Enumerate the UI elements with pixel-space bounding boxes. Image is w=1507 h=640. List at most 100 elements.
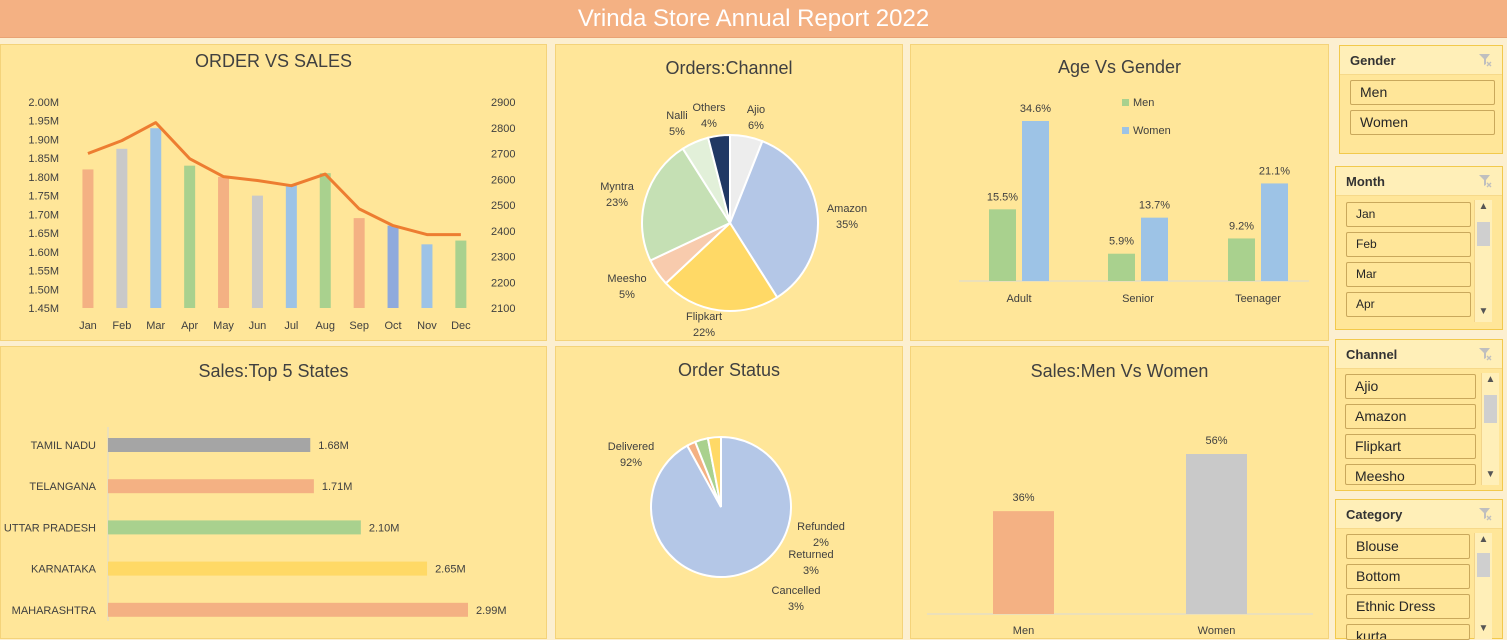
x-axis-tick-label: Jan: [79, 320, 97, 332]
sales-bar: [455, 240, 467, 308]
chevron-down-icon[interactable]: ▼: [1478, 306, 1489, 317]
slice-label: Meesho: [607, 273, 646, 285]
age-gender-bar: [1108, 253, 1135, 281]
scroll-thumb[interactable]: [1477, 222, 1490, 246]
slicer-item-amazon[interactable]: Amazon: [1345, 404, 1476, 429]
age-gender-bar: [1261, 183, 1288, 281]
chevron-up-icon[interactable]: ▲: [1485, 374, 1496, 385]
order-status-panel: Order Status Delivered 92% Refunded 2% Retur…: [555, 346, 903, 639]
chevron-down-icon[interactable]: ▼: [1485, 469, 1496, 480]
slicer-item-bottom[interactable]: Bottom: [1346, 564, 1470, 589]
x-axis-tick-label: May: [213, 320, 234, 332]
slicer-item-apr[interactable]: Apr: [1346, 292, 1471, 317]
slice-label: Amazon: [827, 203, 867, 215]
slicer-item-ajio[interactable]: Ajio: [1345, 374, 1476, 399]
top-states-chart: TAMIL NADU 1.68M TELANGANA 1.71M UTTAR PRADE…: [4, 427, 507, 621]
age-gender-bar: [1141, 217, 1168, 281]
slicer-title: Month: [1346, 174, 1385, 189]
right-axis-tick-label: 2700: [491, 149, 515, 161]
x-axis-tick-label: Teenager: [1235, 293, 1281, 305]
scroll-thumb[interactable]: [1484, 395, 1497, 423]
bar-data-label: 9.2%: [1229, 220, 1254, 232]
chart-title: ORDER VS SALES: [194, 51, 353, 71]
slicer-item-women[interactable]: Women: [1350, 110, 1495, 135]
category-scrollbar[interactable]: ▲ ▼: [1474, 533, 1492, 639]
sales-gender-bar: [993, 511, 1054, 614]
slicer-item-mar[interactable]: Mar: [1346, 262, 1471, 287]
category-slicer: Category Blouse Bottom Ethnic Dress kurt…: [1335, 499, 1503, 640]
bar-data-label: 2.65M: [435, 564, 466, 576]
legend-swatch: [1122, 99, 1129, 106]
slice-percent: 4%: [701, 118, 717, 130]
bar-data-label: 1.71M: [322, 481, 353, 493]
sales-bar: [150, 128, 162, 308]
slice-percent: 35%: [836, 219, 858, 231]
right-axis-tick-label: 2300: [491, 252, 515, 264]
left-axis-tick-label: 1.45M: [28, 303, 59, 315]
bar-data-label: 34.6%: [1020, 103, 1051, 115]
orders-channel-chart: Ajio 6% Amazon 35% Flipkart 22% Meesho 5% Myntra…: [600, 102, 867, 339]
sales-gender-bar: [1186, 454, 1247, 614]
bar-data-label: 15.5%: [987, 191, 1018, 203]
x-axis-tick-label: Sep: [349, 320, 369, 332]
slice-percent: 5%: [669, 126, 685, 138]
age-vs-gender-panel: Age Vs Gender 15.5% 34.6% Adult 5.9% 13.7% Se…: [910, 44, 1329, 341]
left-axis-tick-label: 1.75M: [28, 191, 59, 203]
x-axis-tick-label: Senior: [1122, 293, 1154, 305]
bar-data-label: 2.10M: [369, 522, 400, 534]
clear-filter-icon[interactable]: [1478, 53, 1492, 67]
legend-label: Women: [1133, 125, 1171, 137]
slicer-item-jan[interactable]: Jan: [1346, 202, 1471, 227]
slicer-item-flipkart[interactable]: Flipkart: [1345, 434, 1476, 459]
slicer-item-kurta[interactable]: kurta: [1346, 624, 1470, 640]
state-bar: [108, 520, 361, 535]
x-axis-tick-label: Dec: [451, 320, 471, 332]
y-axis-tick-label: MAHARASHTRA: [12, 605, 97, 617]
bar-data-label: 36%: [1012, 492, 1034, 504]
pie-slice: [706, 133, 731, 224]
chevron-up-icon[interactable]: ▲: [1478, 201, 1489, 212]
x-axis-tick-label: Apr: [181, 320, 198, 332]
orders-line: [87, 121, 461, 237]
left-axis-tick-label: 1.70M: [28, 209, 59, 221]
order-vs-sales-chart: 1.45M 1.50M 1.55M 1.60M 1.65M 1.70M 1.75M 1.80M…: [28, 97, 515, 332]
bar-data-label: 5.9%: [1109, 236, 1134, 248]
clear-filter-icon[interactable]: [1478, 507, 1492, 521]
bar-data-label: 13.7%: [1139, 200, 1170, 212]
pie-slice: [706, 435, 722, 508]
pie-slice: [728, 139, 819, 299]
slice-percent: 2%: [813, 537, 829, 549]
legend-swatch: [1122, 127, 1129, 134]
clear-filter-icon[interactable]: [1478, 347, 1492, 361]
x-axis-tick-label: Jun: [249, 320, 267, 332]
slicer-item-feb[interactable]: Feb: [1346, 232, 1471, 257]
slicer-item-ethnic-dress[interactable]: Ethnic Dress: [1346, 594, 1470, 619]
legend-label: Men: [1133, 97, 1154, 109]
chevron-down-icon[interactable]: ▼: [1478, 623, 1489, 634]
slice-percent: 6%: [748, 120, 764, 132]
bar-data-label: 2.99M: [476, 605, 507, 617]
sales-bar: [218, 176, 230, 308]
clear-filter-icon[interactable]: [1478, 174, 1492, 188]
month-scrollbar[interactable]: ▲ ▼: [1474, 200, 1492, 322]
slicer-item-blouse[interactable]: Blouse: [1346, 534, 1470, 559]
pie-slice: [664, 221, 779, 312]
slice-percent: 23%: [606, 197, 628, 209]
scroll-thumb[interactable]: [1477, 553, 1490, 577]
bar-data-label: 56%: [1205, 435, 1227, 447]
slicer-item-meesho[interactable]: Meesho: [1345, 464, 1476, 485]
slice-label: Delivered: [608, 441, 654, 453]
sales-bar: [116, 148, 128, 308]
slice-label: Myntra: [600, 181, 635, 193]
chevron-up-icon[interactable]: ▲: [1478, 534, 1489, 545]
gender-slicer: Gender Men Women: [1339, 45, 1503, 154]
slicer-item-men[interactable]: Men: [1350, 80, 1495, 105]
left-axis-tick-label: 1.60M: [28, 247, 59, 259]
y-axis-tick-label: KARNATAKA: [31, 564, 97, 576]
right-axis-tick-label: 2400: [491, 226, 515, 238]
slice-label: Others: [692, 102, 726, 114]
x-axis-tick-label: Adult: [1006, 293, 1031, 305]
channel-scrollbar[interactable]: ▲ ▼: [1481, 373, 1499, 485]
left-axis-tick-label: 1.85M: [28, 153, 59, 165]
chart-title: Order Status: [677, 360, 781, 380]
